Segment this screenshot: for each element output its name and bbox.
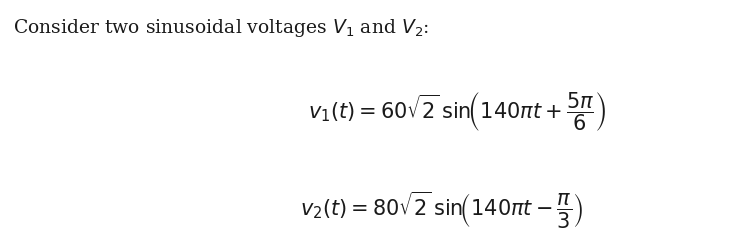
Text: $v_1(t) = 60\sqrt{2}\,\mathrm{sin}\!\left(140\pi t + \dfrac{5\pi}{6}\right)$: $v_1(t) = 60\sqrt{2}\,\mathrm{sin}\!\lef…	[308, 90, 606, 133]
Text: Consider two sinusoidal voltages $V_1$ and $V_2$:: Consider two sinusoidal voltages $V_1$ a…	[13, 17, 429, 39]
Text: $v_2(t) = 80\sqrt{2}\,\mathrm{sin}\!\left(140\pi t - \dfrac{\pi}{3}\right)$: $v_2(t) = 80\sqrt{2}\,\mathrm{sin}\!\lef…	[301, 190, 584, 231]
